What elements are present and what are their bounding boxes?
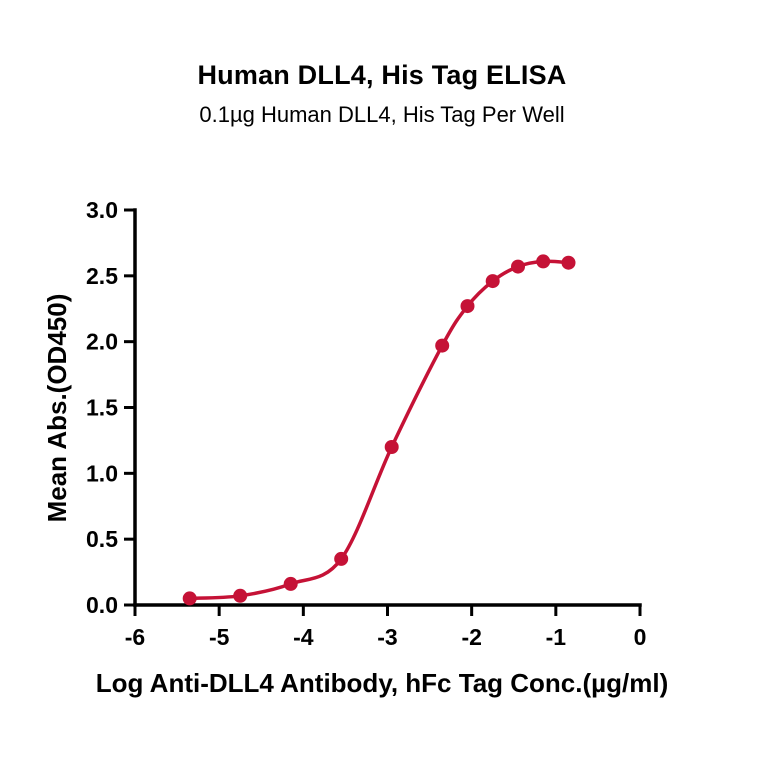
data-point xyxy=(511,259,525,274)
data-point xyxy=(384,440,399,454)
data-point xyxy=(460,299,475,314)
y-tick-label: 2.5 xyxy=(86,263,118,289)
data-point xyxy=(334,551,349,566)
y-tick-label: 0.0 xyxy=(86,592,118,618)
data-point xyxy=(536,254,551,269)
x-tick-label: -5 xyxy=(209,624,230,650)
y-tick-label: 3.0 xyxy=(86,197,118,223)
chart-title: Human DLL4, His Tag ELISA xyxy=(197,60,567,90)
x-tick-label: -4 xyxy=(293,624,314,650)
data-point xyxy=(561,255,576,270)
y-tick-label: 0.5 xyxy=(86,526,118,552)
data-point xyxy=(283,576,298,591)
x-tick-label: -6 xyxy=(125,624,145,650)
y-tick-label: 1.0 xyxy=(86,460,118,486)
x-axis-label: Log Anti-DLL4 Antibody, hFc Tag Conc.(µg… xyxy=(95,668,669,698)
y-tick-label: 1.5 xyxy=(86,395,118,421)
x-tick-label: -1 xyxy=(546,624,567,650)
y-tick-label: 2.0 xyxy=(86,329,118,355)
data-point xyxy=(435,338,450,353)
data-point xyxy=(182,591,197,606)
x-tick-label: -2 xyxy=(461,624,481,650)
data-point xyxy=(485,274,500,289)
x-tick-label: -3 xyxy=(377,624,397,650)
x-tick-label: 0 xyxy=(634,624,647,650)
fit-curve xyxy=(187,259,571,601)
data-point xyxy=(233,588,248,603)
chart-subtitle: 0.1µg Human DLL4, His Tag Per Well xyxy=(199,102,565,127)
